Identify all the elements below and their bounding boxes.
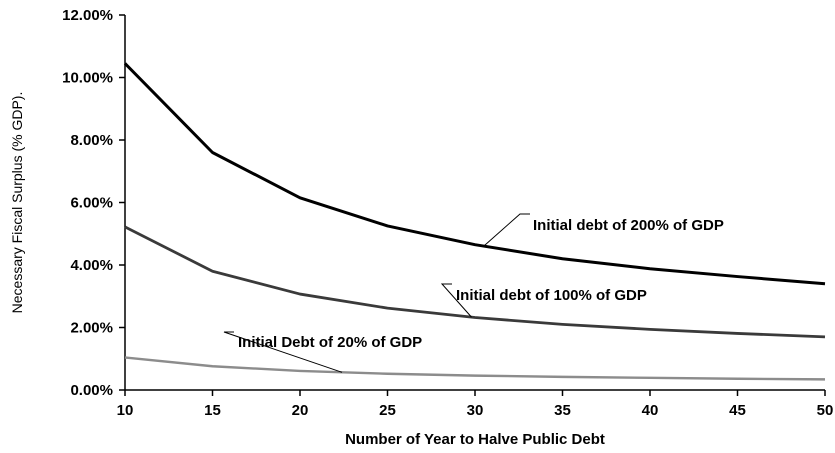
- series-label: Initial debt of 200% of GDP: [533, 217, 724, 234]
- x-tick-label: 20: [292, 402, 309, 419]
- y-axis-group: 0.00% 2.00% 4.00% 6.00% 8.00% 10.00% 12.00%: [62, 7, 126, 399]
- series-leader-line: [223, 331, 343, 373]
- y-tick-label: 6.00%: [70, 195, 113, 212]
- series-lines: [123, 62, 826, 381]
- x-axis-group: 10 15 20 25 30 35 40 45 50: [117, 389, 834, 419]
- y-tick-label: 10.00%: [62, 70, 113, 87]
- series-leader-line: [483, 213, 530, 247]
- series-line: [123, 62, 826, 286]
- y-tick-label: 0.00%: [70, 382, 113, 399]
- x-tick-label: 25: [379, 402, 396, 419]
- x-ticks: 10 15 20 25 30 35 40 45 50: [117, 390, 834, 419]
- y-axis-title: Necessary Fiscal Surplus (% GDP).: [9, 92, 25, 314]
- x-tick-label: 35: [554, 402, 571, 419]
- x-tick-label: 10: [117, 402, 134, 419]
- y-tick-label: 8.00%: [70, 132, 113, 149]
- y-tick-label: 2.00%: [70, 320, 113, 337]
- series-labels: Initial debt of 200% of GDP Initial debt …: [223, 213, 724, 373]
- x-axis-title: Number of Year to Halve Public Debt: [345, 431, 605, 448]
- y-ticks: 0.00% 2.00% 4.00% 6.00% 8.00% 10.00% 12.00%: [62, 7, 125, 399]
- x-tick-label: 50: [817, 402, 834, 419]
- y-tick-label: 4.00%: [70, 257, 113, 274]
- y-tick-label: 12.00%: [62, 7, 113, 24]
- x-tick-label: 40: [642, 402, 659, 419]
- series-line: [124, 356, 826, 381]
- x-tick-label: 45: [729, 402, 746, 419]
- x-tick-label: 15: [204, 402, 221, 419]
- series-label: Initial Debt of 20% of GDP: [238, 334, 422, 351]
- series-leader-line: [440, 283, 472, 318]
- x-tick-label: 30: [467, 402, 484, 419]
- series-line: [124, 225, 826, 339]
- series-label: Initial debt of 100% of GDP: [456, 287, 647, 304]
